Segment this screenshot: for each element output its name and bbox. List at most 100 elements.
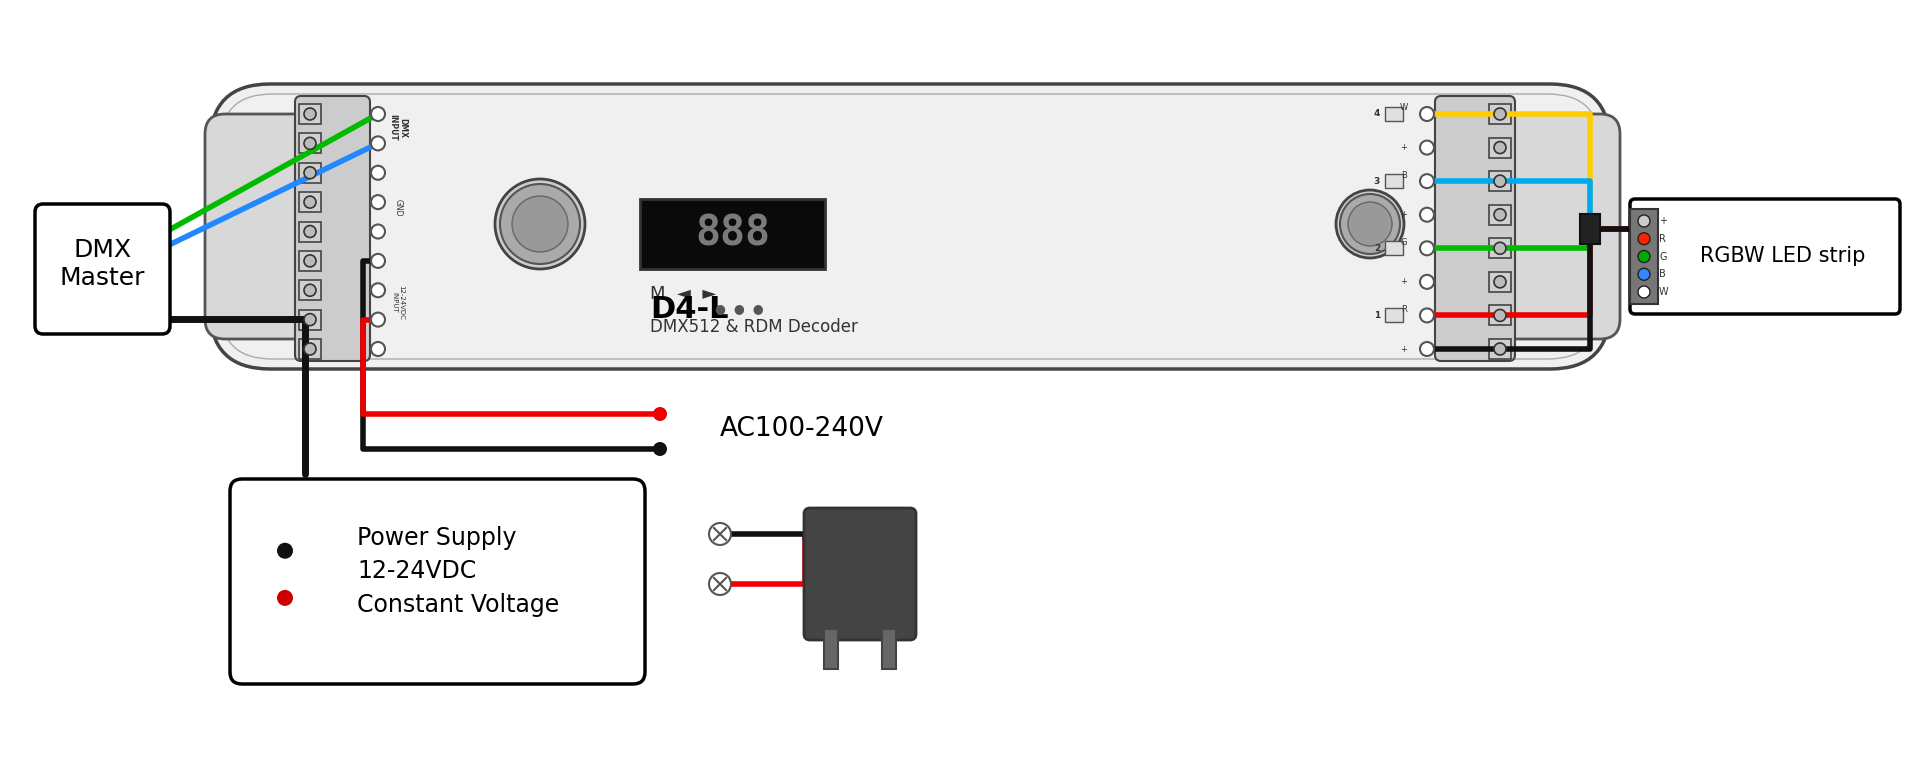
- Circle shape: [303, 196, 317, 208]
- Bar: [300, 310, 321, 329]
- Circle shape: [371, 137, 386, 150]
- Bar: [300, 251, 321, 271]
- Bar: [300, 104, 321, 124]
- Circle shape: [303, 108, 317, 120]
- Circle shape: [371, 254, 386, 268]
- Circle shape: [303, 167, 317, 179]
- Text: W: W: [1400, 103, 1407, 112]
- Circle shape: [303, 313, 317, 326]
- Circle shape: [708, 523, 732, 545]
- Bar: [300, 192, 321, 212]
- Circle shape: [303, 285, 317, 296]
- Text: ●  ●  ●: ● ● ●: [714, 303, 764, 316]
- Text: DMX512 & RDM Decoder: DMX512 & RDM Decoder: [651, 318, 858, 336]
- Circle shape: [303, 255, 317, 267]
- Bar: [300, 192, 321, 212]
- Circle shape: [276, 590, 294, 606]
- Text: +: +: [1400, 277, 1407, 286]
- Bar: [1490, 272, 1511, 292]
- Circle shape: [1421, 241, 1434, 255]
- Circle shape: [371, 342, 386, 356]
- Circle shape: [1494, 343, 1505, 355]
- Bar: [1490, 339, 1511, 359]
- Bar: [300, 162, 321, 183]
- Bar: [300, 222, 321, 241]
- Circle shape: [1494, 142, 1505, 153]
- Text: +: +: [1400, 143, 1407, 152]
- Bar: [881, 629, 897, 669]
- Circle shape: [371, 225, 386, 238]
- Circle shape: [1494, 310, 1505, 321]
- Text: DMX
Master: DMX Master: [60, 238, 146, 290]
- Text: R: R: [1402, 305, 1407, 314]
- Bar: [1384, 241, 1404, 255]
- FancyBboxPatch shape: [1630, 199, 1901, 314]
- Bar: [1630, 209, 1659, 304]
- Circle shape: [1494, 175, 1505, 187]
- Text: +: +: [1400, 345, 1407, 354]
- Circle shape: [1340, 194, 1400, 254]
- Text: Power Supply
12-24VDC
Constant Voltage: Power Supply 12-24VDC Constant Voltage: [357, 526, 559, 617]
- Circle shape: [1421, 342, 1434, 356]
- Bar: [300, 104, 321, 124]
- Bar: [300, 310, 321, 329]
- FancyBboxPatch shape: [804, 508, 916, 640]
- Circle shape: [1421, 275, 1434, 289]
- Circle shape: [371, 283, 386, 298]
- Text: 4: 4: [1375, 109, 1380, 118]
- Circle shape: [1638, 268, 1649, 280]
- Text: 2: 2: [1375, 244, 1380, 253]
- FancyBboxPatch shape: [205, 114, 334, 339]
- Bar: [300, 134, 321, 153]
- Bar: [300, 251, 321, 271]
- Bar: [824, 629, 837, 669]
- Bar: [1490, 238, 1511, 258]
- Text: AC100-240V: AC100-240V: [720, 416, 883, 442]
- Circle shape: [653, 407, 666, 421]
- Text: 12-24VDC
INPUT: 12-24VDC INPUT: [392, 285, 405, 320]
- Circle shape: [371, 195, 386, 209]
- Bar: [1490, 205, 1511, 225]
- Circle shape: [495, 179, 586, 269]
- Circle shape: [1494, 242, 1505, 254]
- Text: 888: 888: [695, 213, 770, 255]
- Circle shape: [1336, 190, 1404, 258]
- Bar: [300, 162, 321, 183]
- Text: W: W: [1659, 287, 1668, 297]
- Circle shape: [1421, 107, 1434, 121]
- Text: RGBW LED strip: RGBW LED strip: [1701, 247, 1866, 266]
- Circle shape: [1638, 233, 1649, 244]
- Text: B: B: [1659, 269, 1667, 279]
- Circle shape: [1348, 202, 1392, 246]
- Circle shape: [303, 225, 317, 238]
- Bar: [1384, 107, 1404, 121]
- Bar: [1580, 214, 1599, 244]
- Circle shape: [1421, 174, 1434, 188]
- Bar: [1384, 174, 1404, 188]
- Circle shape: [1494, 276, 1505, 288]
- Text: B: B: [1402, 171, 1407, 180]
- Circle shape: [371, 165, 386, 180]
- Bar: [1384, 308, 1404, 323]
- Text: D4-L: D4-L: [651, 294, 728, 323]
- Bar: [300, 134, 321, 153]
- Bar: [300, 339, 321, 359]
- FancyBboxPatch shape: [296, 96, 371, 361]
- Circle shape: [1494, 209, 1505, 221]
- Circle shape: [653, 442, 666, 456]
- Circle shape: [1421, 140, 1434, 155]
- FancyBboxPatch shape: [1490, 114, 1620, 339]
- Circle shape: [1638, 286, 1649, 298]
- Text: +: +: [1400, 210, 1407, 219]
- Circle shape: [1421, 308, 1434, 323]
- FancyBboxPatch shape: [209, 84, 1611, 369]
- Bar: [300, 339, 321, 359]
- Circle shape: [1494, 108, 1505, 120]
- Circle shape: [1638, 250, 1649, 263]
- Circle shape: [303, 343, 317, 355]
- Circle shape: [499, 184, 580, 264]
- Text: M  ◄  ►: M ◄ ►: [651, 285, 716, 303]
- Bar: [300, 280, 321, 301]
- Circle shape: [371, 313, 386, 326]
- Circle shape: [371, 107, 386, 121]
